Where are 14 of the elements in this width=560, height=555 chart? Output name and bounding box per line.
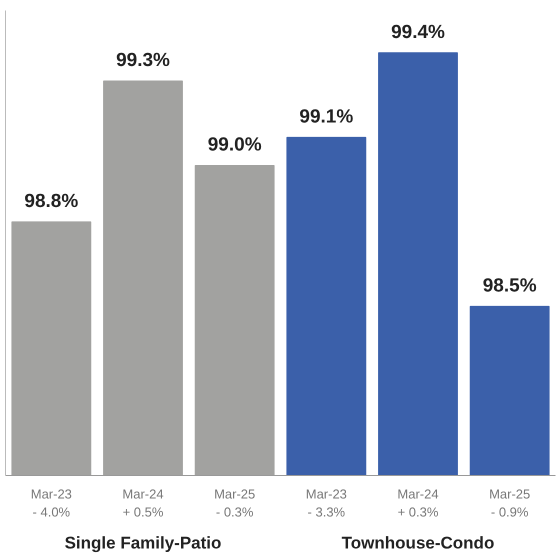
data-label: 99.0% (208, 134, 262, 156)
x-tick-label: Mar-23 - 4.0% (30, 486, 72, 520)
text: Townhouse-Condo (342, 534, 494, 552)
text: Single Family-Patio (64, 534, 222, 552)
data-label: 99.3% (116, 50, 170, 71)
x-tick-label: Mar-25 - 0.9% (489, 486, 530, 520)
data-label: 98.8% (24, 190, 78, 212)
data-label: 98.5% (482, 275, 537, 296)
x-tick-label: Mar-25 - 0.3% (214, 486, 256, 520)
x-tick-label: Mar-24 + 0.5% (122, 486, 164, 520)
x-tick-label: Mar-23 - 3.3% (306, 486, 347, 520)
x-tick-label: Mar-24 + 0.3% (397, 486, 439, 520)
data-label: 99.4% (391, 22, 446, 43)
data-label: 99.1% (299, 106, 354, 128)
